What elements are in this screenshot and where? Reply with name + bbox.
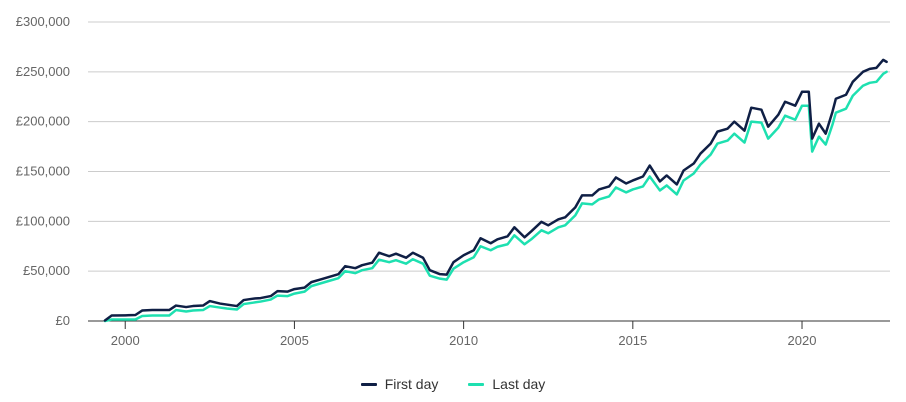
x-tick-label: 2000 [111, 333, 140, 348]
legend-label-first-day: First day [384, 376, 439, 392]
y-tick-label: £300,000 [16, 14, 70, 29]
legend-item-first-day[interactable]: First day [360, 376, 439, 392]
x-tick-label: 2020 [788, 333, 817, 348]
y-tick-label: £200,000 [16, 114, 70, 129]
x-tick-label: 2010 [449, 333, 478, 348]
legend-label-last-day: Last day [492, 376, 546, 392]
series-line-last-day[interactable] [103, 70, 888, 323]
y-tick-label: £50,000 [23, 263, 70, 278]
legend-swatch-last-day [468, 382, 485, 386]
legend-swatch-first-day [360, 382, 377, 386]
series-lines [103, 58, 888, 323]
gridlines [88, 21, 890, 322]
y-tick-label: £100,000 [16, 213, 70, 228]
axes: £0 £50,000 £100,000 £150,000 £200,000 £250,00… [16, 14, 817, 348]
y-tick-label: £150,000 [16, 164, 70, 179]
legend: First day Last day [0, 376, 906, 392]
x-tick-label: 2015 [618, 333, 647, 348]
y-tick-label: £250,000 [16, 64, 70, 79]
x-tick-label: 2005 [280, 333, 309, 348]
series-line-first-day[interactable] [103, 58, 888, 322]
y-tick-label: £0 [56, 313, 70, 328]
legend-item-last-day[interactable]: Last day [468, 376, 545, 392]
